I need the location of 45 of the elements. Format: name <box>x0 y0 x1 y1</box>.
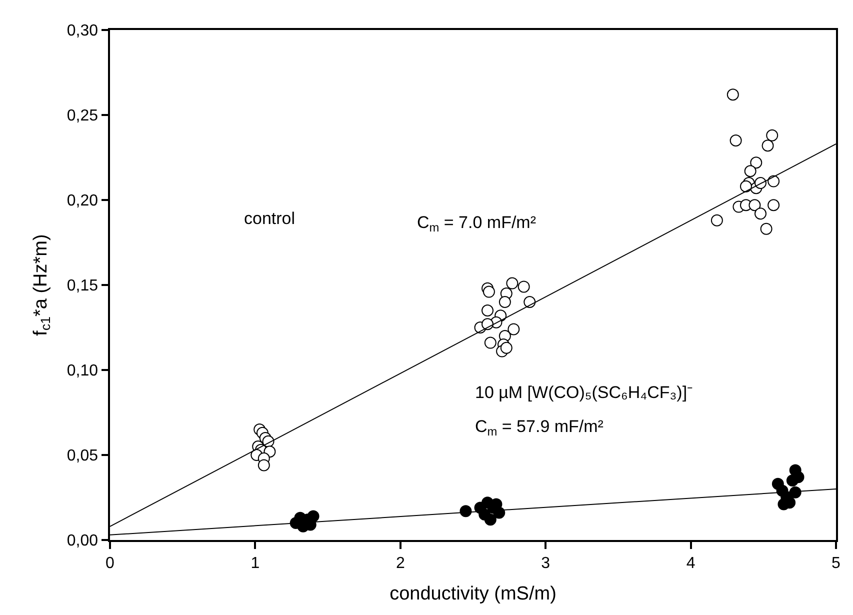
point <box>726 88 739 101</box>
point <box>730 134 742 146</box>
point <box>500 342 512 354</box>
y-tick-label: 0,25 <box>66 108 98 125</box>
x-tick-label: 1 <box>250 554 260 572</box>
point <box>506 277 518 290</box>
point <box>460 505 472 518</box>
point <box>482 304 494 316</box>
point <box>524 296 536 308</box>
point <box>744 165 756 178</box>
annotation: 10 µM [W(CO)₅(SC₆H₄CF₃)]⁻ <box>475 383 694 402</box>
point <box>748 199 761 212</box>
point <box>789 486 802 498</box>
point <box>484 336 496 349</box>
point <box>768 199 780 212</box>
x-tick-label: 0 <box>106 554 115 572</box>
point <box>768 175 780 188</box>
annotation: control <box>244 209 296 228</box>
point <box>258 459 270 472</box>
annotation: C$_{m}$ = 7.0 mF/m² <box>417 213 536 235</box>
x-tick-label: 5 <box>832 554 841 572</box>
y-tick-label: 0,20 <box>66 192 98 210</box>
point <box>766 129 778 142</box>
point <box>482 318 494 330</box>
point <box>710 214 723 226</box>
y-tick-label: 0,05 <box>66 448 98 465</box>
point <box>498 296 511 308</box>
point <box>754 208 766 220</box>
point <box>750 156 762 169</box>
y-tick-label: 0,10 <box>66 362 98 380</box>
x-axis-title: conductivity (mS/m) <box>390 583 556 604</box>
x-tick-label: 3 <box>541 554 550 572</box>
y-tick-label: 0,30 <box>66 22 98 40</box>
y-tick-label: 0,15 <box>66 278 98 295</box>
point <box>518 280 530 293</box>
point <box>508 323 520 336</box>
point <box>482 286 495 298</box>
x-tick-label: 2 <box>396 554 405 572</box>
point <box>484 514 496 526</box>
point <box>760 222 772 235</box>
point <box>740 180 752 192</box>
x-tick-label: 4 <box>686 554 696 572</box>
y-tick-label: 0,00 <box>66 532 98 550</box>
point <box>762 140 774 152</box>
annotation: C$_{m}$ = 57.9 mF/m² <box>475 417 604 439</box>
